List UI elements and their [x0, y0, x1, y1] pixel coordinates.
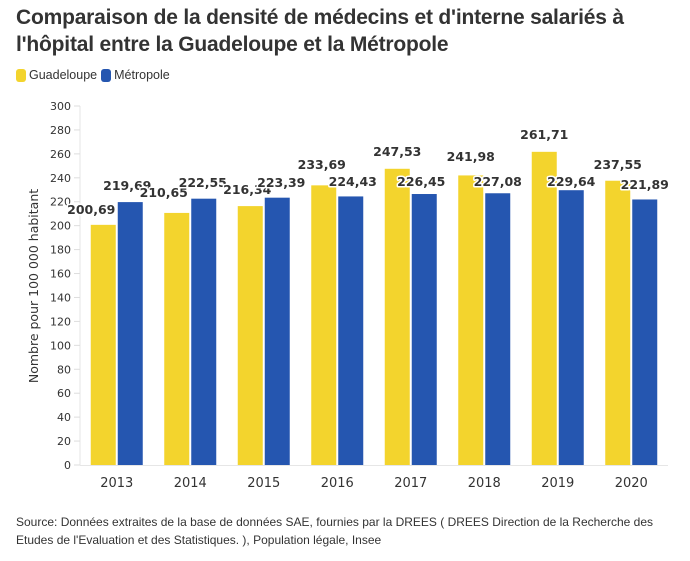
- bar-mtropole-2016[interactable]: [338, 196, 364, 465]
- x-tick-label: 2013: [100, 476, 133, 491]
- y-tick-label: 100: [50, 339, 71, 352]
- x-tick-label: 2017: [394, 476, 427, 491]
- x-tick-label: 2016: [321, 476, 354, 491]
- bars: [90, 151, 658, 466]
- bar-mtropole-2019[interactable]: [558, 190, 584, 466]
- legend-label-guadeloupe: Guadeloupe: [29, 68, 98, 82]
- y-tick-label: 240: [50, 172, 71, 185]
- bar-guadeloupe-2013[interactable]: [90, 224, 116, 465]
- data-label-guadeloupe-2017: 247,53: [373, 144, 421, 159]
- y-tick-label: 20: [57, 435, 71, 448]
- bar-guadeloupe-2014[interactable]: [164, 212, 190, 465]
- x-tick-label: 2019: [541, 476, 574, 491]
- source-note: Source: Données extraites de la base de …: [16, 515, 654, 547]
- y-tick-label: 260: [50, 148, 71, 161]
- data-label-guadeloupe-2019: 261,71: [520, 127, 568, 142]
- y-axis-title: Nombre pour 100 000 habitant: [26, 189, 41, 383]
- y-tick-label: 220: [50, 196, 71, 209]
- bar-mtropole-2017[interactable]: [411, 194, 437, 465]
- bar-guadeloupe-2016[interactable]: [311, 185, 337, 466]
- data-label-mtropole-2019: 229,64: [547, 174, 596, 189]
- legend-swatch-guadeloupe: [16, 68, 26, 82]
- y-tick-label: 0: [64, 459, 71, 472]
- y-tick-label: 160: [50, 268, 71, 281]
- y-tick-label: 80: [57, 363, 71, 376]
- data-label-guadeloupe-2018: 241,98: [447, 149, 495, 164]
- y-tick-label: 180: [50, 244, 71, 257]
- y-tick-label: 280: [50, 124, 71, 137]
- data-label-guadeloupe-2013: 200,69: [67, 202, 115, 217]
- bar-mtropole-2020[interactable]: [632, 199, 658, 466]
- legend: Guadeloupe Métropole: [16, 68, 174, 82]
- legend-item-metropole[interactable]: Métropole: [101, 68, 170, 82]
- data-label-guadeloupe-2016: 233,69: [298, 157, 346, 172]
- y-tick-label: 40: [57, 411, 71, 424]
- data-label-mtropole-2014: 222,55: [179, 175, 227, 190]
- bar-mtropole-2018[interactable]: [485, 193, 511, 466]
- data-label-mtropole-2017: 226,45: [397, 174, 445, 189]
- x-tick-label: 2018: [468, 476, 501, 491]
- bar-guadeloupe-2017[interactable]: [384, 168, 410, 465]
- y-tick-label: 140: [50, 291, 71, 304]
- x-tick-label: 2014: [174, 476, 207, 491]
- y-tick-label: 300: [50, 100, 71, 113]
- data-label-guadeloupe-2014: 210,65: [140, 185, 188, 200]
- data-label-guadeloupe-2015: 216,34: [223, 182, 272, 197]
- data-label-mtropole-2020: 221,89: [621, 177, 669, 192]
- bar-guadeloupe-2015[interactable]: [237, 206, 263, 465]
- bar-guadeloupe-2019[interactable]: [531, 151, 557, 465]
- data-label-mtropole-2018: 227,08: [474, 174, 522, 189]
- legend-item-guadeloupe[interactable]: Guadeloupe: [16, 68, 97, 82]
- chart-title: Comparaison de la densité de médecins et…: [16, 6, 624, 56]
- axes: 0 20 40 60 80 100 120 140 160 180 200 220 240 260 280 3…: [50, 100, 668, 491]
- bar-mtropole-2013[interactable]: [117, 202, 143, 465]
- y-tick-label: 60: [57, 387, 71, 400]
- x-tick-label: 2020: [615, 476, 648, 491]
- bar-guadeloupe-2020[interactable]: [605, 180, 631, 466]
- data-label-mtropole-2015: 223,39: [257, 175, 305, 190]
- legend-swatch-metropole: [101, 68, 112, 82]
- x-tick-label: 2015: [247, 476, 280, 491]
- bar-mtropole-2015[interactable]: [264, 197, 290, 465]
- bar-guadeloupe-2018[interactable]: [458, 175, 484, 465]
- legend-label-metropole: Métropole: [114, 68, 170, 82]
- data-label-mtropole-2016: 224,43: [329, 174, 377, 189]
- data-label-mtropole-2013: 219,69: [103, 178, 151, 193]
- y-tick-label: 200: [50, 220, 71, 233]
- y-tick-label: 120: [50, 315, 71, 328]
- bar-mtropole-2014[interactable]: [191, 198, 217, 466]
- data-label-guadeloupe-2020: 237,55: [594, 157, 642, 172]
